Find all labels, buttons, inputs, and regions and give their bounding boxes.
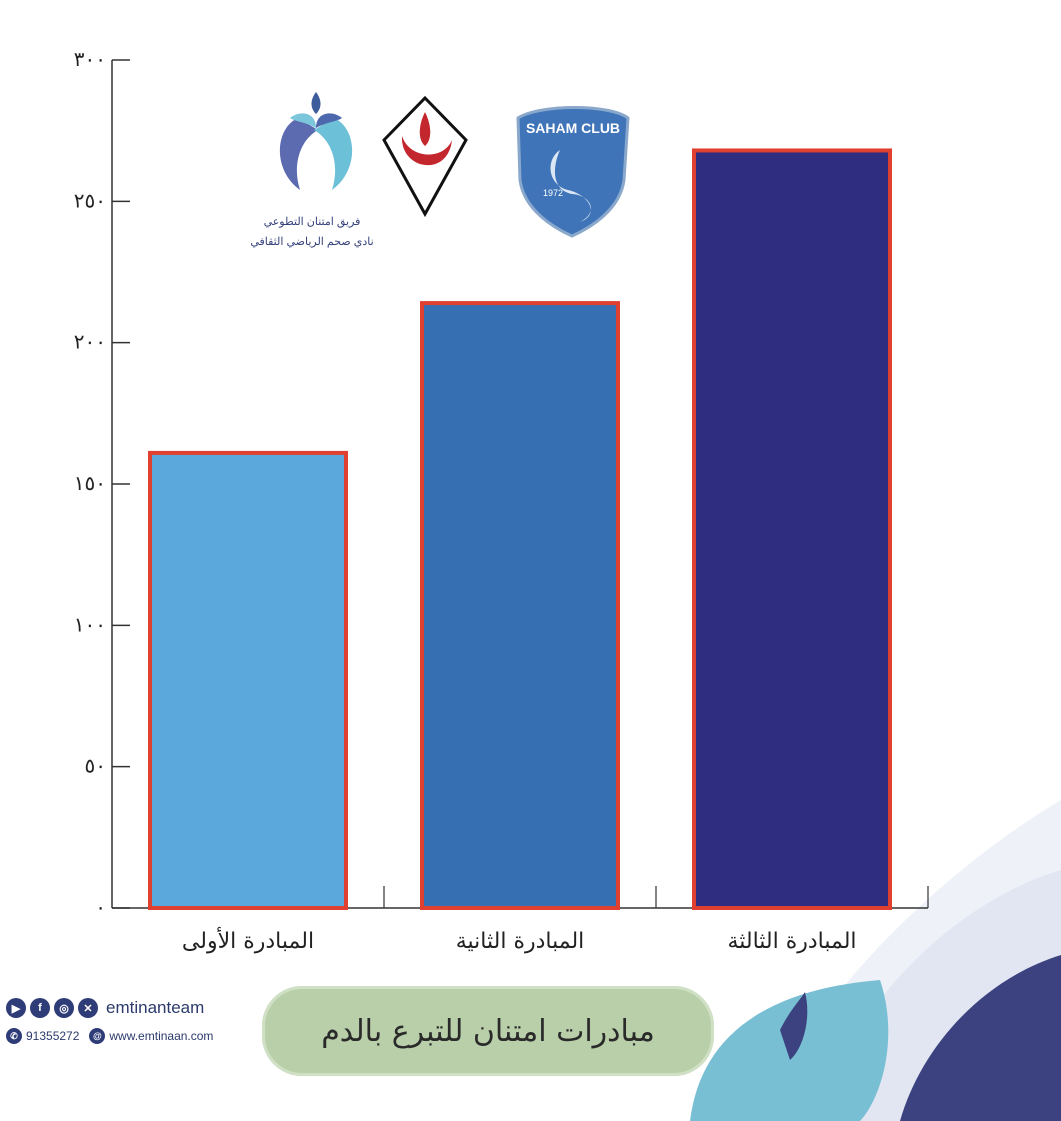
club-name: SAHAM CLUB xyxy=(526,120,620,136)
chart-title: مبادرات امتنان للتبرع بالدم xyxy=(321,1013,655,1049)
saham-club-logo: SAHAM CLUB 1972 xyxy=(516,106,630,238)
whatsapp-icon: ✆ xyxy=(6,1028,22,1044)
facebook-icon[interactable]: f xyxy=(30,998,50,1018)
bar xyxy=(420,301,620,910)
y-tick-label: ٥٠ xyxy=(85,754,106,778)
x-icon[interactable]: ✕ xyxy=(78,998,98,1018)
bar xyxy=(692,148,892,911)
social-row: ▶ f ◎ ✕ emtinanteam xyxy=(6,996,256,1020)
labels: المبادرة الأولى المبادرة الثانية المبادرة … xyxy=(182,927,857,954)
emtinan-logo: فريق امتنان التطوعي نادي صحم الرياضي الث… xyxy=(250,92,374,248)
social-handle[interactable]: emtinanteam xyxy=(106,998,205,1017)
y-tick-label: ٢٥٠ xyxy=(74,188,106,212)
team-name-line1: فريق امتنان التطوعي xyxy=(264,216,361,228)
y-tick-label: ١٠٠ xyxy=(74,612,106,636)
phone-number: 91355272 xyxy=(26,1029,80,1043)
y-tick-label: ٠ xyxy=(95,895,106,919)
team-name-line2: نادي صحم الرياضي الثقافي xyxy=(250,236,373,248)
decorative-background xyxy=(690,800,1061,1121)
instagram-icon[interactable]: ◎ xyxy=(54,998,74,1018)
logos: فريق امتنان التطوعي نادي صحم الرياضي الث… xyxy=(250,92,630,248)
x-category-label: المبادرة الثالثة xyxy=(727,929,856,954)
blood-donation-logo xyxy=(382,95,468,218)
club-year: 1972 xyxy=(543,188,563,198)
y-tick-label: ٣٠٠ xyxy=(74,47,106,71)
contact-info: ▶ f ◎ ✕ emtinanteam ✆ 91355272 @ www.emt… xyxy=(6,996,256,1048)
x-category-label: المبادرة الثانية xyxy=(456,929,585,954)
x-category-label: المبادرة الأولى xyxy=(182,927,314,954)
web-icon: @ xyxy=(89,1028,106,1044)
bar xyxy=(148,450,348,910)
youtube-icon[interactable]: ▶ xyxy=(6,998,26,1018)
y-tick-label: ١٥٠ xyxy=(74,471,106,495)
website-link[interactable]: www.emtinaan.com xyxy=(109,1029,214,1043)
bars xyxy=(148,148,892,911)
contact-row: ✆ 91355272 @ www.emtinaan.com xyxy=(6,1024,256,1048)
chart-title-banner: مبادرات امتنان للتبرع بالدم xyxy=(262,986,714,1076)
y-tick-label: ٢٠٠ xyxy=(74,330,106,354)
